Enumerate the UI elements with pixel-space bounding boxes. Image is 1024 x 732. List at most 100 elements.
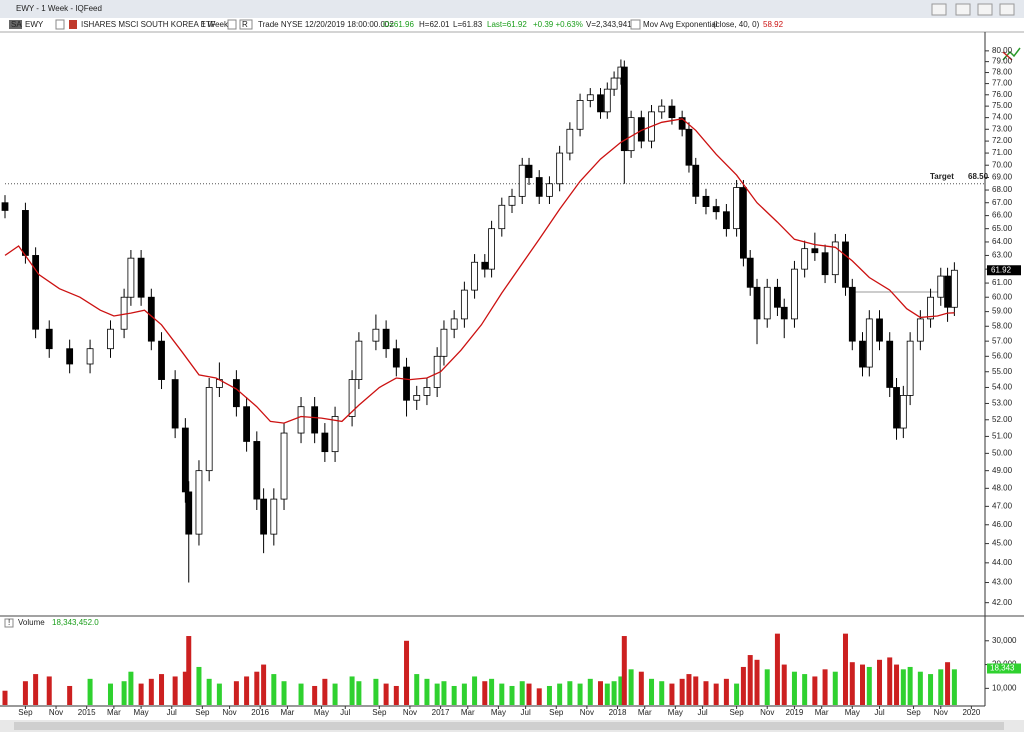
volume-bar: [186, 636, 192, 705]
x-tick-label: Sep: [549, 708, 564, 717]
study-value: 58.92: [763, 20, 784, 29]
volume-title: Volume: [18, 618, 45, 627]
y-tick-label: 44.00: [992, 558, 1013, 567]
volume-bar: [618, 676, 624, 705]
candle-body: [243, 406, 250, 442]
scroll-thumb[interactable]: [14, 722, 1004, 730]
x-tick-label: Mar: [281, 708, 295, 717]
candle-body: [382, 328, 390, 350]
candle-body: [321, 432, 329, 453]
trend-icon[interactable]: [1002, 47, 1021, 61]
dropdown[interactable]: [55, 19, 65, 30]
x-tick-label: Nov: [222, 708, 236, 717]
candle-body: [508, 195, 516, 206]
x-tick-label: Sep: [729, 708, 744, 717]
minimize-button[interactable]: [955, 3, 971, 16]
candle-body: [158, 340, 165, 380]
y-tick-label: 66.00: [992, 211, 1013, 220]
y-tick-label: 48.00: [992, 483, 1013, 492]
candle-body: [791, 268, 798, 320]
candle-body: [66, 348, 74, 365]
y-tick-label: 73.00: [992, 124, 1013, 133]
candle-body: [372, 328, 380, 342]
y-tick-label: 53.00: [992, 399, 1013, 408]
y-tick-label: 60.00: [992, 292, 1013, 301]
icon-line: [1002, 51, 1013, 61]
x-tick-label: Nov: [580, 708, 594, 717]
y-tick-label: 79.00: [992, 57, 1013, 66]
volume-bar: [87, 678, 93, 705]
y-tick-label: 69.00: [992, 173, 1013, 182]
volume-bar: [107, 683, 113, 705]
y-tick-label: 57.00: [992, 336, 1013, 345]
volume-bar: [597, 681, 603, 705]
x-tick-label: 2020: [962, 708, 980, 717]
route[interactable]: R: [242, 20, 248, 29]
symbol[interactable]: EWY: [25, 20, 44, 29]
volume-bar: [621, 636, 627, 705]
candle-body: [859, 340, 866, 368]
study: Mov Avg Exponential: [643, 20, 718, 29]
candle-body: [107, 328, 114, 350]
candle-body: [171, 379, 179, 429]
candle-body: [45, 328, 53, 350]
volume-bar: [128, 671, 134, 705]
volume-bar: [482, 681, 488, 705]
y-tick-label: 51.00: [992, 432, 1013, 441]
y-tick-label: 78.00: [992, 68, 1013, 77]
close-button[interactable]: [999, 3, 1015, 16]
candle-body: [801, 248, 809, 270]
study-toggle[interactable]: [630, 19, 641, 30]
candle-body: [811, 248, 819, 254]
candle-body: [331, 416, 339, 453]
volume-bar: [781, 664, 787, 705]
volume-bar: [703, 681, 709, 705]
x-tick-label: Mar: [638, 708, 652, 717]
x-tick-label: May: [668, 708, 683, 717]
volume-bar: [938, 669, 944, 705]
route-box[interactable]: [239, 19, 253, 30]
volume-bar: [649, 678, 655, 705]
x-tick-label: May: [314, 708, 329, 717]
y-tick-label: 42.00: [992, 598, 1013, 607]
y-tick-label: 46.00: [992, 520, 1013, 529]
candle-body: [876, 318, 883, 342]
last: Last=61.92: [487, 20, 527, 29]
candle-body: [610, 77, 618, 90]
candle-body: [348, 379, 356, 417]
candle-body: [185, 491, 193, 535]
volume-bar: [349, 676, 355, 705]
volume-bar: [383, 683, 389, 705]
candle-body: [270, 498, 278, 535]
interval[interactable]: 1 Week: [201, 20, 229, 29]
window-button[interactable]: [931, 3, 947, 16]
volume-bar: [693, 676, 699, 705]
volume-bar: [261, 664, 267, 705]
volume-toggle[interactable]: [4, 618, 14, 628]
candle-body: [597, 94, 604, 113]
candle-body: [253, 441, 261, 500]
candle-body: [181, 427, 189, 493]
volume-bar: [196, 666, 202, 705]
instrument-name: ISHARES MSCI SOUTH KOREA ETF: [81, 20, 216, 29]
x-tick-label: Sep: [18, 708, 33, 717]
y-tick-label: 68.00: [992, 185, 1013, 194]
y-tick-label: 77.00: [992, 79, 1013, 88]
candle-body: [450, 318, 458, 330]
candle-body: [355, 340, 363, 380]
maximize-button[interactable]: [977, 3, 993, 16]
volume-bar: [557, 683, 563, 705]
y-tick-label: 71.00: [992, 148, 1013, 157]
volume-bar: [312, 685, 318, 705]
volume-bar: [747, 655, 753, 705]
window-title: EWY - 1 Week - IQFeed: [16, 4, 102, 13]
dropdown[interactable]: [227, 19, 237, 30]
study-params: (close, 40, 0): [713, 20, 760, 29]
volume-bar: [332, 683, 338, 705]
badge-box: [9, 20, 22, 29]
volume-bar: [877, 659, 883, 705]
candle-body: [906, 340, 914, 396]
candle-body: [603, 88, 611, 113]
y-tick-label: 49.00: [992, 466, 1013, 475]
volume-bar: [604, 683, 610, 705]
